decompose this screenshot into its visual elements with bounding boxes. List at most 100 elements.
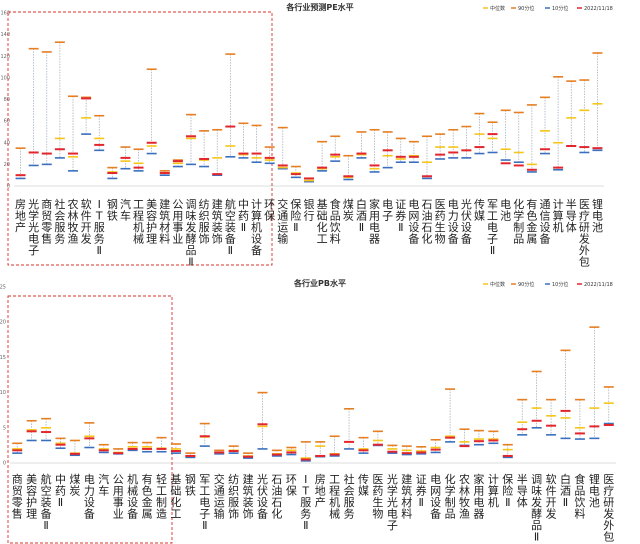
category-label: 电力设备 xyxy=(448,198,459,246)
category-label: 电池 xyxy=(500,198,511,223)
category-label: 家用电器 xyxy=(369,197,380,246)
category-label: 保险 Ⅱ xyxy=(290,197,301,234)
category-label: 电网设备 xyxy=(408,198,419,246)
category-label: 钢铁 xyxy=(185,473,196,498)
category-label: 基础化工 xyxy=(317,198,328,246)
category-label: I T 服务 Ⅱ xyxy=(300,473,311,532)
y-tick-label: 0 xyxy=(3,461,6,467)
y-tick-label: 10 xyxy=(0,390,6,396)
category-label: 电力设备 xyxy=(84,473,95,521)
category-label: 化学制品 xyxy=(445,472,456,521)
category-label: 有色金属 xyxy=(142,472,153,521)
category-label: 通信设备 xyxy=(540,198,551,246)
category-label: 建筑材料 xyxy=(159,197,170,246)
category-label: 计算机设备 xyxy=(251,198,262,257)
legend-entry: 中位数 xyxy=(490,281,505,288)
category-label: 调味发酵品 Ⅱ xyxy=(186,198,197,269)
category-label: 农林牧渔 xyxy=(459,472,470,521)
y-tick-label: 20 xyxy=(0,320,6,326)
category-label: 传媒 xyxy=(358,473,369,498)
y-tick-label: 120 xyxy=(0,54,10,60)
category-label: 石油石化 xyxy=(271,473,282,521)
category-label: 半导体 xyxy=(517,472,528,509)
y-tick-label: 80 xyxy=(4,97,10,103)
category-label: 半导体 xyxy=(566,197,577,234)
legend-entry: 90分位 xyxy=(518,281,534,288)
category-label: 白酒 Ⅱ xyxy=(560,472,571,509)
category-label: 航空装备 Ⅱ xyxy=(41,472,52,532)
y-tick-label: 20 xyxy=(4,162,10,168)
category-label: 基础化工 xyxy=(170,473,181,521)
category-label: 社会服务 xyxy=(344,472,355,521)
y-tick-label: 100 xyxy=(0,75,10,81)
category-label: 商贸零售 xyxy=(41,197,52,246)
category-label: 商贸零售 xyxy=(12,472,23,521)
pe-chart: 各行业预测PE水平 中位数 90分位 10分位 2022/11/18 0 20 40 60 80 1… xyxy=(0,2,613,269)
category-label: 传媒 xyxy=(474,198,485,223)
category-label: 调味发酵品 Ⅱ xyxy=(531,473,542,544)
category-label: 环保 xyxy=(286,473,297,498)
category-label: 家用电器 xyxy=(473,472,484,521)
category-label: 证券 Ⅱ xyxy=(416,473,427,509)
y-tick-label: 25 xyxy=(0,285,6,291)
chart-title: 各行业PB水平 xyxy=(293,278,346,288)
y-tick-label: 160 xyxy=(0,11,10,17)
category-label: 化学制品 xyxy=(513,197,524,246)
category-label: I T 服务 Ⅱ xyxy=(94,198,105,257)
category-label: 石油石化 xyxy=(422,198,433,246)
category-label: 计算机 xyxy=(488,473,499,509)
category-label: 软件开发 xyxy=(81,197,92,246)
category-label: 轻工制造 xyxy=(156,472,167,521)
category-label: 机械设备 xyxy=(127,472,138,521)
category-label: 计算机 xyxy=(553,198,564,234)
highlight-box xyxy=(7,295,173,544)
category-label: 军工电子 Ⅱ xyxy=(487,198,498,257)
legend-entry: 中位数 xyxy=(490,5,505,12)
category-label: 锂电池 xyxy=(589,472,600,509)
category-label: 中药 Ⅱ xyxy=(55,473,66,509)
category-label: 纺织服饰 xyxy=(199,197,210,246)
category-label: 建筑材料 xyxy=(401,472,412,521)
category-label: 煤炭 xyxy=(343,198,354,223)
category-label: 光学光电子 xyxy=(387,472,398,532)
y-tick-label: 60 xyxy=(4,119,10,125)
category-label: 工程机械 xyxy=(329,473,340,521)
category-label: 农林牧渔 xyxy=(68,197,79,246)
category-label: 软件开发 xyxy=(546,472,557,521)
category-label: 证券 Ⅱ xyxy=(395,198,406,234)
pb-chart: 各行业PB水平 中位数 90分位 10分位 2022/11/18 0 5 10 15 20 25 商贸… xyxy=(0,278,616,544)
y-tick-label: 0 xyxy=(7,184,10,190)
category-label: 房地产 xyxy=(15,198,26,234)
category-label: 保险 Ⅱ xyxy=(502,472,513,509)
category-label: 汽车 xyxy=(120,197,131,223)
y-tick-label: 140 xyxy=(0,32,10,38)
category-label: 房地产 xyxy=(315,473,326,509)
category-label: 航空装备 Ⅱ xyxy=(225,197,236,257)
category-label: 公用事业 xyxy=(172,198,183,246)
y-tick-label: 15 xyxy=(0,355,6,361)
category-label: 纺织服饰 xyxy=(228,472,239,521)
category-label: 银行 xyxy=(304,197,315,223)
category-label: 光伏设备 xyxy=(257,472,268,521)
category-label: 汽车 xyxy=(98,472,109,498)
category-label: 医疗研发外包 xyxy=(603,473,614,544)
chart-title: 各行业预测PE水平 xyxy=(285,2,353,12)
category-label: 医疗研发外包 xyxy=(579,198,590,269)
category-label: 交通运输 xyxy=(277,197,288,246)
category-label: 锂电池 xyxy=(592,197,603,234)
category-label: 白酒 Ⅱ xyxy=(356,197,367,234)
category-label: 煤炭 xyxy=(69,473,80,498)
category-label: 建筑装饰 xyxy=(212,197,223,246)
category-label: 公用事业 xyxy=(113,473,124,521)
legend-entry: 2022/11/18 xyxy=(584,6,613,12)
category-label: 食品饮料 xyxy=(330,197,341,246)
category-label: 电网设备 xyxy=(430,473,441,521)
legend-entry: 10分位 xyxy=(552,5,568,12)
legend-entry: 2022/11/18 xyxy=(584,282,613,288)
category-label: 有色金属 xyxy=(526,197,537,246)
category-label: 社会服务 xyxy=(54,197,65,246)
y-tick-label: 40 xyxy=(4,140,10,146)
category-label: 钢铁 xyxy=(107,198,118,223)
highlight-box xyxy=(7,11,273,266)
